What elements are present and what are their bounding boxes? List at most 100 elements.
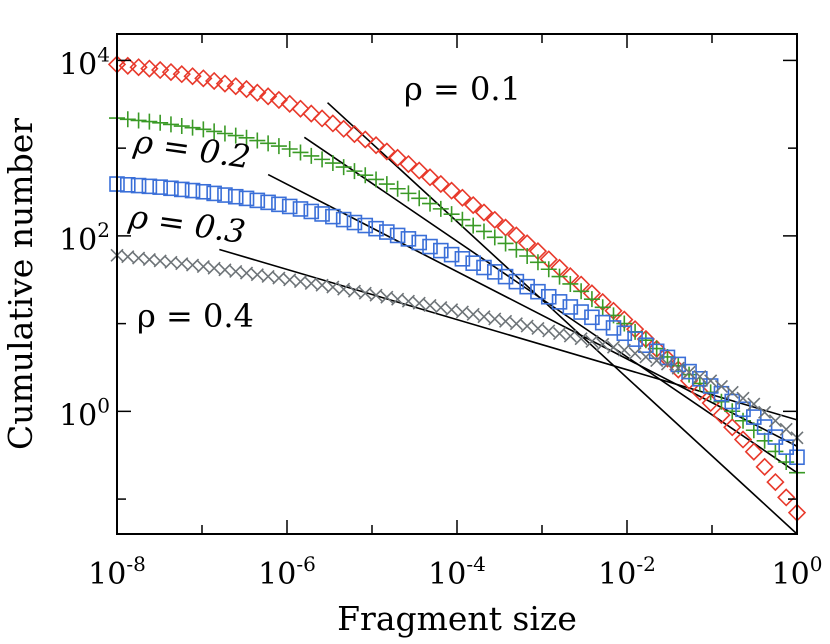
diamond-marker: [744, 442, 763, 461]
plus-marker: [195, 121, 212, 138]
x-tick-label: 10-4: [428, 552, 486, 592]
cross-marker: [250, 268, 264, 282]
square-marker: [238, 190, 255, 207]
square-marker: [260, 194, 276, 211]
plus-marker: [637, 332, 654, 349]
plus-marker: [681, 366, 698, 383]
plus-marker: [497, 235, 514, 252]
x-axis-title: Fragment size: [337, 599, 577, 638]
cross-marker: [704, 374, 718, 388]
diamond-marker: [723, 418, 742, 437]
tick-labels: 10-8 10-6 10-4 10-2 100 100 102 104: [59, 42, 822, 592]
plus-marker: [314, 151, 331, 168]
cross-marker: [747, 397, 761, 411]
diamond-marker: [237, 79, 256, 99]
cross-marker: [423, 298, 437, 312]
plus-marker: [529, 254, 546, 271]
y-tick-label: 104: [59, 42, 110, 82]
plus-marker: [465, 217, 482, 234]
square-marker: [314, 206, 330, 222]
diamond-marker: [356, 130, 375, 149]
cross-marker: [207, 261, 221, 275]
square-marker: [411, 234, 428, 251]
cross-marker: [520, 319, 534, 333]
diamond-marker: [172, 65, 191, 84]
plus-marker: [562, 275, 579, 292]
y-axis-title: Cumulative number: [1, 118, 40, 450]
x-tick-label: 10-8: [88, 552, 146, 592]
plus-marker: [411, 190, 428, 207]
diamond-marker: [194, 69, 213, 88]
cross-marker: [542, 324, 556, 338]
cross-marker: [142, 252, 156, 267]
fit-line: [219, 248, 798, 421]
plus-marker: [551, 268, 568, 285]
rho-annotation: ρ = 0.1: [404, 70, 521, 108]
cross-marker: [758, 405, 772, 419]
plus-marker: [616, 315, 633, 332]
plus-marker: [378, 176, 395, 193]
cross-marker: [445, 303, 459, 317]
diamond-marker: [453, 188, 472, 207]
cross-marker: [315, 278, 329, 292]
diamond-marker: [215, 74, 235, 93]
square-marker: [486, 264, 503, 280]
diamond-marker: [140, 59, 159, 78]
square-marker: [605, 320, 622, 336]
cross-marker: [477, 310, 491, 324]
cross-marker: [682, 365, 696, 379]
diamond-marker: [161, 62, 181, 82]
plus-marker: [724, 403, 741, 420]
plus-marker: [184, 119, 201, 136]
diamond-marker: [302, 104, 321, 123]
diamond-marker: [474, 203, 494, 222]
square-marker: [152, 179, 168, 195]
plus-marker: [281, 141, 298, 158]
diamond-marker: [766, 472, 785, 492]
plus-marker: [475, 223, 492, 240]
cross-marker: [606, 340, 621, 354]
square-marker: [497, 268, 514, 285]
square-marker: [163, 180, 179, 197]
diamond-marker: [431, 174, 450, 194]
cross-marker: [272, 271, 286, 285]
plus-marker: [292, 144, 309, 161]
plus-marker: [324, 155, 341, 172]
square-marker: [346, 214, 363, 231]
plus-marker: [508, 241, 525, 258]
square-marker: [594, 314, 611, 331]
square-marker: [476, 259, 492, 276]
series-plus: [109, 110, 805, 481]
plot-frame: [116, 33, 798, 535]
square-marker: [206, 185, 222, 202]
cross-marker: [466, 307, 480, 321]
cross-marker: [693, 370, 707, 384]
plus-marker: [454, 211, 471, 228]
plus-marker: [486, 229, 503, 246]
diamond-marker: [280, 94, 299, 113]
square-marker: [778, 439, 795, 455]
diamond-marker: [647, 339, 666, 358]
diamond-marker: [129, 58, 148, 77]
plus-marker: [594, 299, 611, 316]
plus-marker: [713, 393, 730, 410]
square-marker: [227, 188, 244, 205]
square-marker: [292, 201, 309, 217]
plus-marker: [173, 118, 190, 135]
cross-marker: [552, 326, 567, 341]
data-markers: [107, 55, 807, 522]
plus-marker: [691, 375, 708, 392]
annotations: ρ = 0.1 ρ = 0.2 ρ = 0.3 ρ = 0.4: [126, 70, 521, 335]
square-marker: [551, 294, 568, 310]
plus-marker: [443, 206, 460, 223]
plus-marker: [400, 185, 417, 202]
square-marker: [767, 429, 784, 445]
square-marker: [433, 242, 449, 259]
plus-marker: [249, 132, 266, 149]
cross-marker: [779, 422, 793, 436]
square-marker: [540, 288, 557, 305]
cross-marker: [121, 250, 135, 264]
square-marker: [616, 325, 633, 342]
square-marker: [130, 177, 147, 194]
plus-marker: [573, 283, 590, 300]
